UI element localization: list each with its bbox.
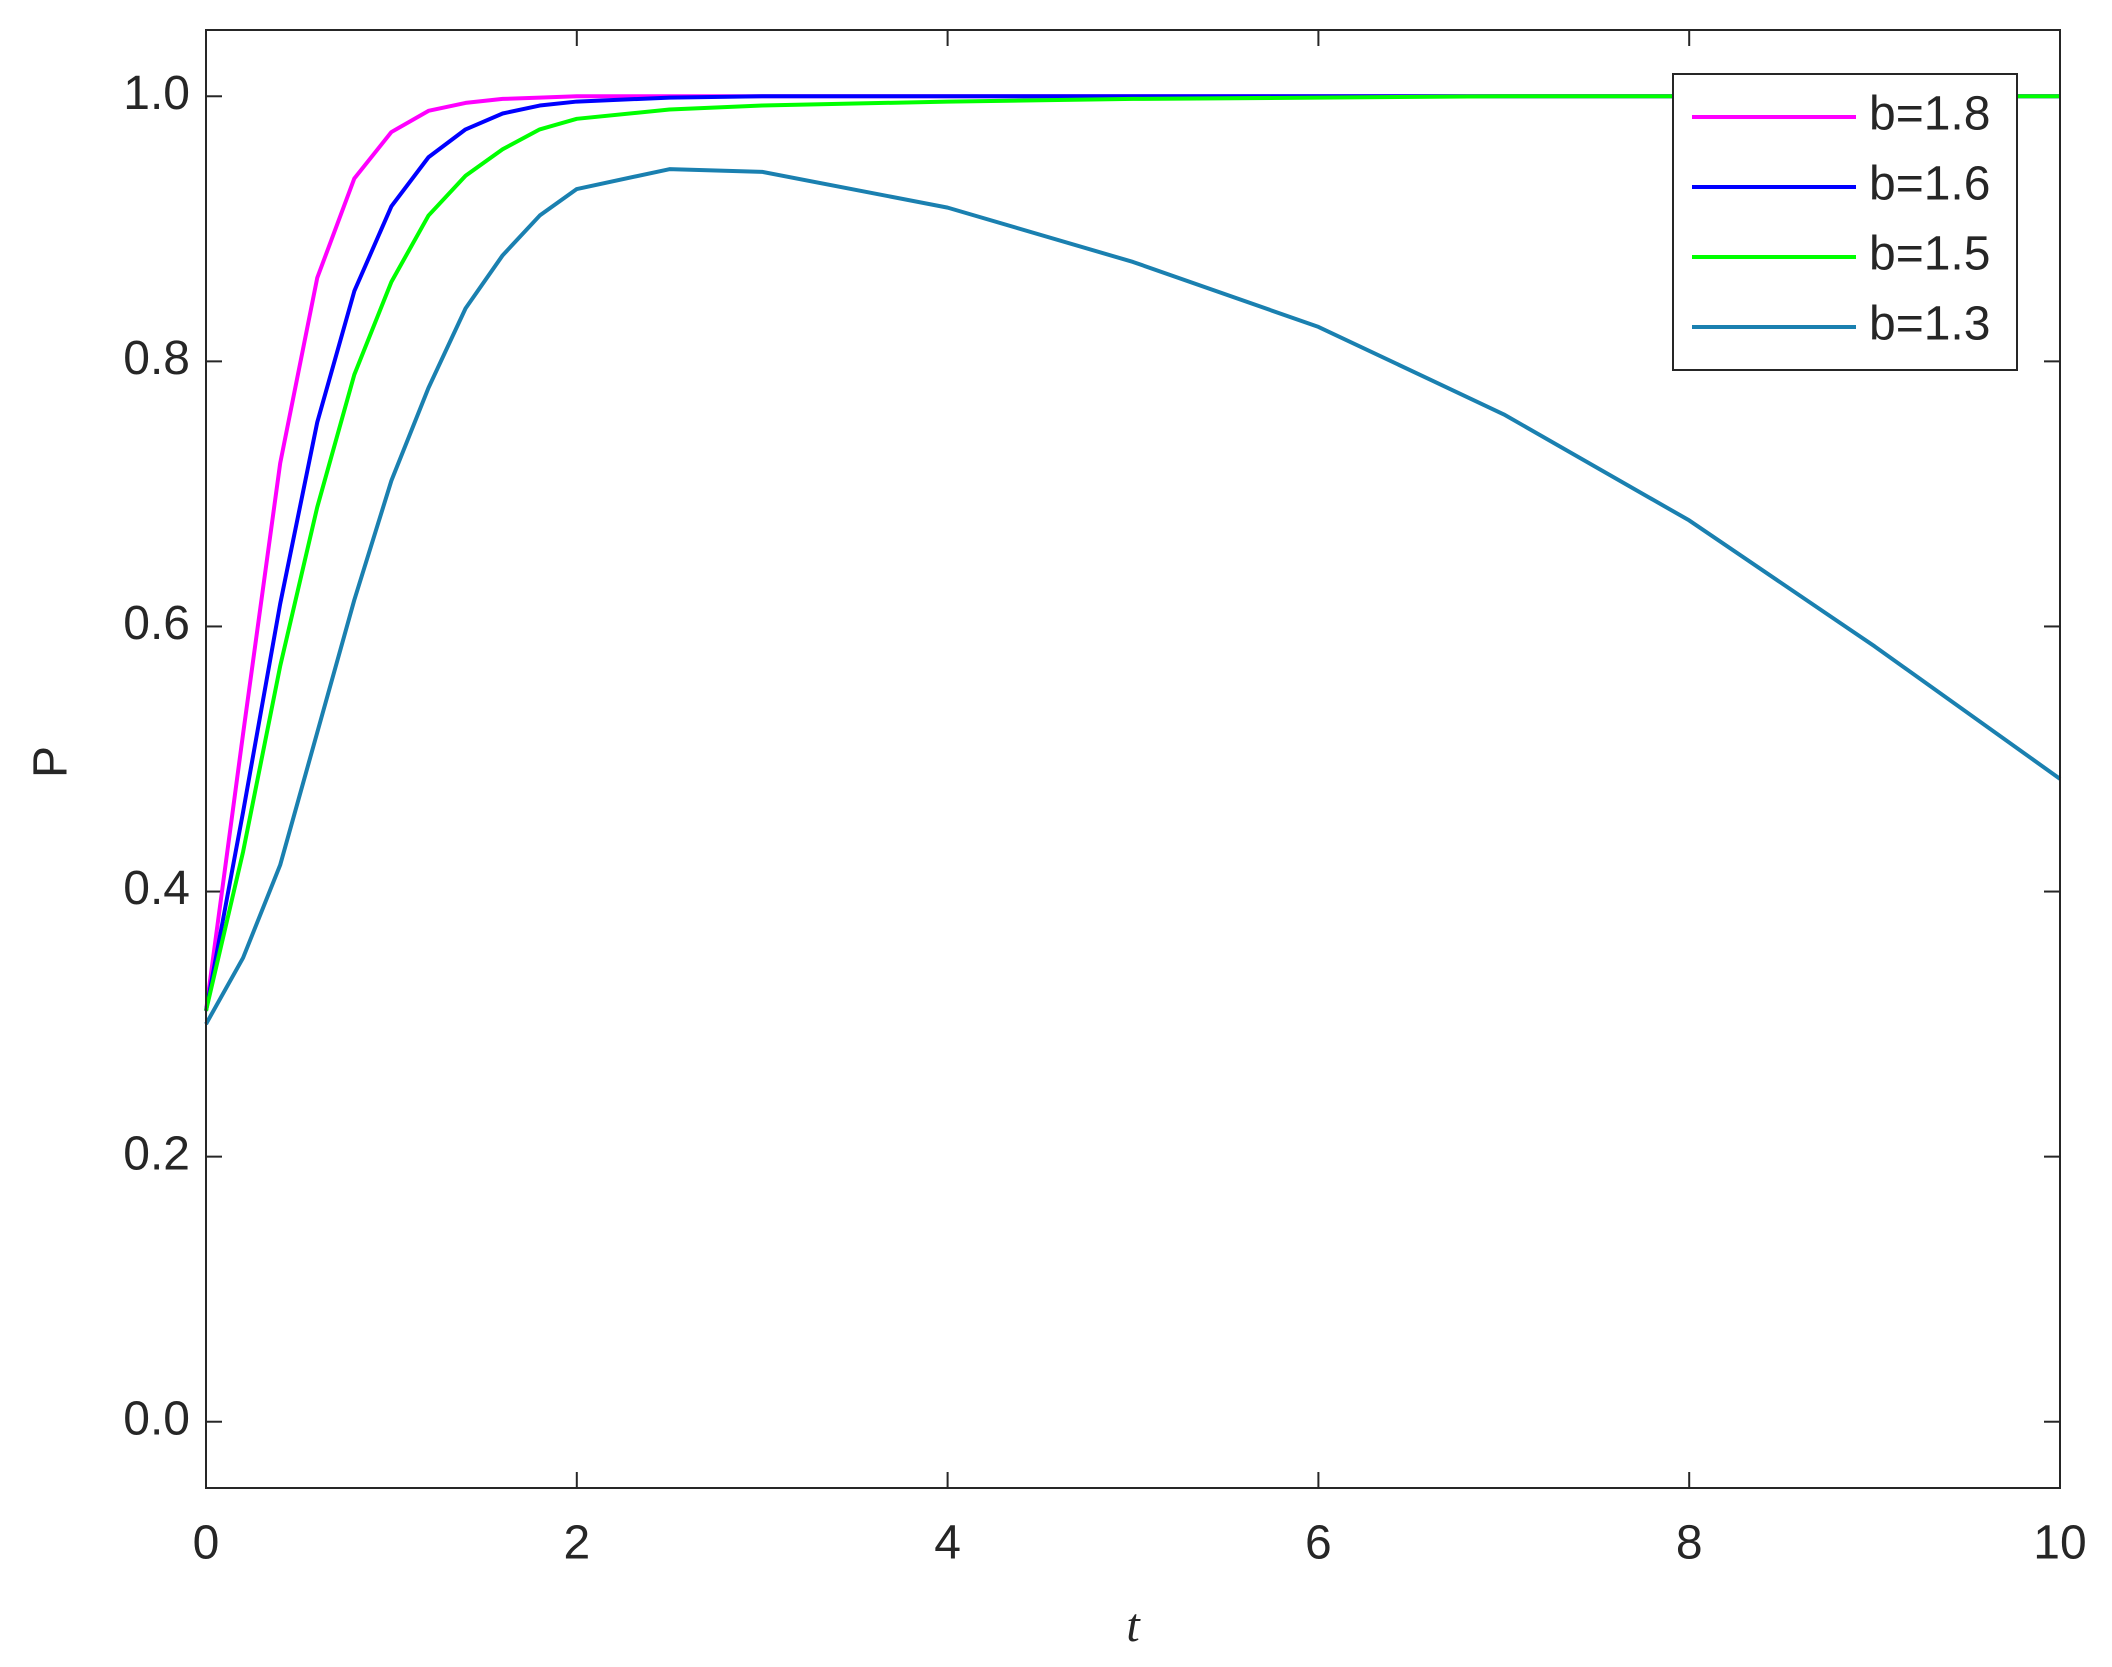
y-tick-label: 0.4 [123,862,190,915]
plot-frame [205,29,2061,1489]
y-tick-label: 0.2 [123,1127,190,1180]
x-tick-label: 6 [1305,1517,1332,1570]
x-tick-label: 4 [934,1517,961,1570]
legend-label: b=1.8 [1869,88,1990,141]
y-axis-title: P [25,746,78,778]
series-line [204,167,2062,1026]
legend: b=1.8 b=1.6 b=1.5 b=1.3 [1672,73,2018,371]
x-axis-title: t [1126,1599,1141,1652]
y-tick-label: 0.8 [123,332,190,385]
y-tick-label: 0.0 [123,1392,190,1445]
x-tick-label: 10 [2033,1517,2086,1570]
legend-label: b=1.5 [1869,228,1990,281]
x-tick-label: 2 [563,1517,590,1570]
legend-label: b=1.6 [1869,158,1990,211]
legend-label: b=1.3 [1869,298,1990,351]
y-tick-label: 0.6 [123,597,190,650]
series-line [204,94,2060,1012]
x-tick-label: 8 [1676,1517,1703,1570]
x-tick-label: 0 [193,1517,220,1570]
y-tick-label: 1.0 [123,67,190,120]
legend-box [1672,73,2018,371]
